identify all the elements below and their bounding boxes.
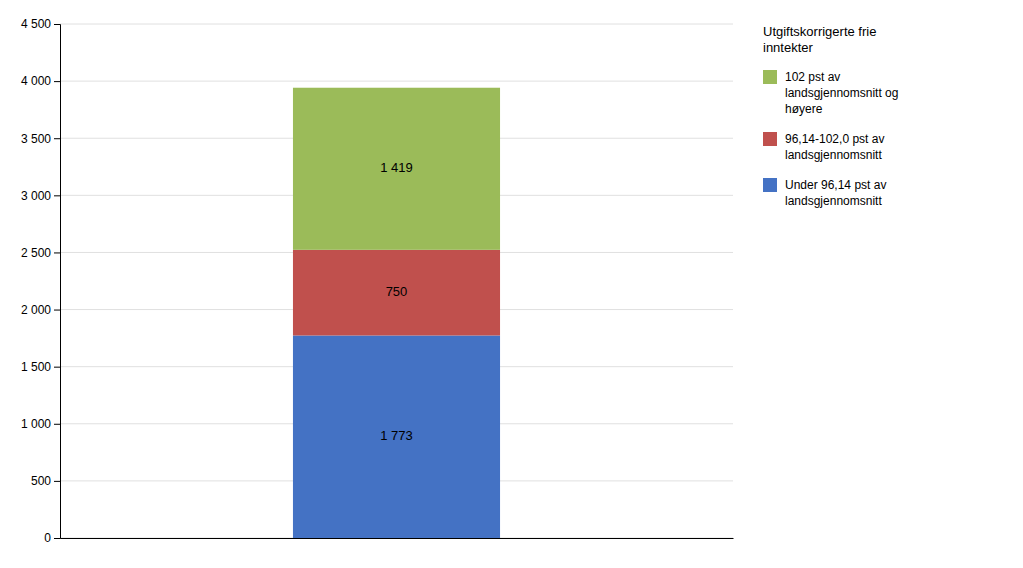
y-tick-mark <box>54 138 60 139</box>
data-label: 1 773 <box>380 428 413 443</box>
y-tick-mark <box>54 538 60 539</box>
bar-segment <box>293 88 500 250</box>
legend-swatch <box>763 70 777 84</box>
legend-label: Under 96,14 pst avlandsgjennomsnitt <box>785 178 886 208</box>
grid-line <box>60 81 733 82</box>
legend-item: 96,14-102,0 pst avlandsgjennomsnitt <box>763 132 884 162</box>
y-tick: 0 <box>44 531 60 545</box>
y-tick-label: 2 000 <box>21 303 51 317</box>
y-tick: 1 000 <box>21 417 60 431</box>
y-tick-mark <box>54 195 60 196</box>
y-tick-label: 4 500 <box>21 17 51 31</box>
chart: 0 500 1 000 1 500 2 000 2 500 3 000 3 500 4 000 4… <box>0 0 1023 568</box>
legend-label: 102 pst avlandsgjennomsnitt oghøyere <box>785 70 898 116</box>
y-tick-label: 3 500 <box>21 132 51 146</box>
legend-title: Utgiftskorrigerte frieinntekter <box>763 24 876 55</box>
y-tick-label: 4 000 <box>21 74 51 88</box>
legend-swatch <box>763 132 777 146</box>
y-tick: 2 500 <box>21 246 60 260</box>
y-tick-label: 0 <box>44 531 51 545</box>
y-tick-mark <box>54 252 60 253</box>
y-tick: 4 000 <box>21 74 60 88</box>
y-axis: 0 500 1 000 1 500 2 000 2 500 3 000 3 500 4 000 4… <box>21 17 61 545</box>
y-tick-mark <box>54 367 60 368</box>
y-tick-mark <box>54 81 60 82</box>
y-axis-line <box>54 25 61 539</box>
y-tick-mark <box>54 481 60 482</box>
legend-label: 96,14-102,0 pst avlandsgjennomsnitt <box>785 132 884 162</box>
y-tick: 1 500 <box>21 360 60 374</box>
data-label: 750 <box>386 284 408 299</box>
x-axis-line <box>61 538 734 539</box>
y-tick: 3 000 <box>21 189 60 203</box>
y-tick-label: 1 000 <box>21 417 51 431</box>
plot-area: 0 500 1 000 1 500 2 000 2 500 3 000 3 500 4 000 4… <box>21 17 734 545</box>
bar-segment <box>293 335 500 538</box>
y-tick: 500 <box>31 474 60 488</box>
grid <box>60 24 733 538</box>
legend-swatch <box>763 178 777 192</box>
bar-segment <box>293 250 500 336</box>
y-tick-label: 2 500 <box>21 246 51 260</box>
grid-line <box>60 24 733 25</box>
y-tick: 3 500 <box>21 132 60 146</box>
y-tick-mark <box>54 310 60 311</box>
legend: Utgiftskorrigerte frieinntekter 102 pst a… <box>763 24 898 208</box>
y-tick-label: 3 000 <box>21 189 51 203</box>
data-label: 1 419 <box>380 160 413 175</box>
y-tick: 2 000 <box>21 303 60 317</box>
data-labels: 1 773 750 1 419 <box>380 160 413 443</box>
y-tick: 4 500 <box>21 17 60 31</box>
y-tick-label: 500 <box>31 474 51 488</box>
y-tick-mark <box>54 24 60 25</box>
legend-item: Under 96,14 pst avlandsgjennomsnitt <box>763 178 886 208</box>
y-tick-mark <box>54 424 60 425</box>
legend-item: 102 pst avlandsgjennomsnitt oghøyere <box>763 70 898 116</box>
bars <box>293 88 500 538</box>
y-tick-label: 1 500 <box>21 360 51 374</box>
